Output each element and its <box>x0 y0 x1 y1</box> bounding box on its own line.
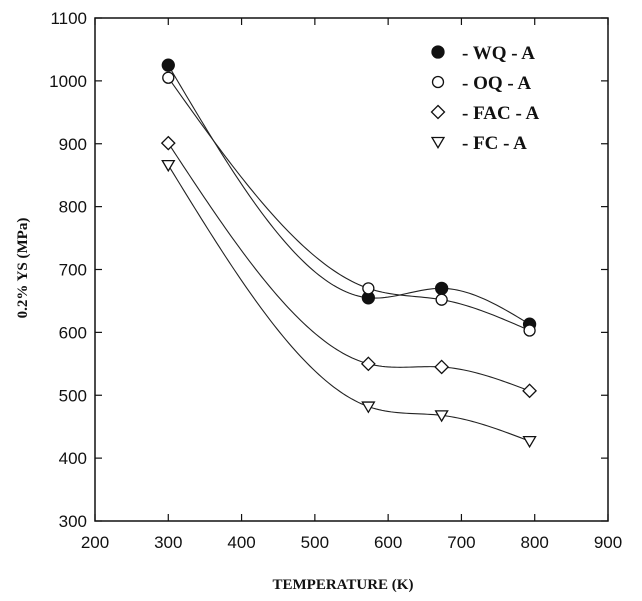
series-line-4 <box>168 165 529 441</box>
data-point-series-3 <box>523 384 536 397</box>
data-point-series-2 <box>363 283 374 294</box>
series-line-3 <box>168 143 529 391</box>
data-point-series-4 <box>524 437 536 447</box>
data-point-series-3 <box>435 360 448 373</box>
legend-label-3: - FAC - A <box>462 103 539 124</box>
legend-label-2: - OQ - A <box>462 73 531 94</box>
legend-label-1: - WQ - A <box>462 43 535 64</box>
data-point-series-2 <box>436 294 447 305</box>
y-tick-label: 400 <box>59 449 87 468</box>
data-point-series-1 <box>162 59 174 71</box>
x-tick-label: 600 <box>374 533 402 552</box>
y-axis-title: 0.2% YS (MPa) <box>15 218 31 319</box>
legend-marker-4 <box>432 138 444 148</box>
legend-marker-1 <box>432 46 444 58</box>
y-tick-label: 700 <box>59 261 87 280</box>
y-tick-label: 500 <box>59 386 87 405</box>
data-point-series-3 <box>162 137 175 150</box>
data-point-series-2 <box>524 325 535 336</box>
y-tick-label: 1000 <box>49 72 87 91</box>
x-tick-label: 300 <box>154 533 182 552</box>
y-tick-label: 1100 <box>50 9 87 28</box>
data-point-series-4 <box>362 402 374 412</box>
data-point-series-3 <box>362 357 375 370</box>
data-point-series-4 <box>162 161 174 171</box>
x-tick-label: 400 <box>227 533 255 552</box>
legend: - WQ - A - OQ - A - FAC - A - FC - A <box>432 43 540 154</box>
x-axis-title: TEMPERATURE (K) <box>273 577 414 593</box>
x-tick-label: 900 <box>594 533 622 552</box>
y-tick-label: 800 <box>59 198 87 217</box>
y-tick-label: 900 <box>59 135 87 154</box>
y-tick-label: 300 <box>59 512 87 531</box>
data-point-series-1 <box>436 282 448 294</box>
y-tick-label: 600 <box>59 323 87 342</box>
data-point-series-2 <box>163 72 174 83</box>
x-tick-label: 500 <box>301 533 329 552</box>
x-tick-label: 200 <box>81 533 109 552</box>
legend-label-4: - FC - A <box>462 133 527 154</box>
x-tick-label: 800 <box>521 533 549 552</box>
legend-marker-2 <box>433 77 444 88</box>
axis-ticks: 200 300 400 500 600 700 800 900 300 400 500 600 700 8… <box>49 9 622 552</box>
legend-marker-3 <box>432 106 445 119</box>
x-tick-label: 700 <box>447 533 475 552</box>
